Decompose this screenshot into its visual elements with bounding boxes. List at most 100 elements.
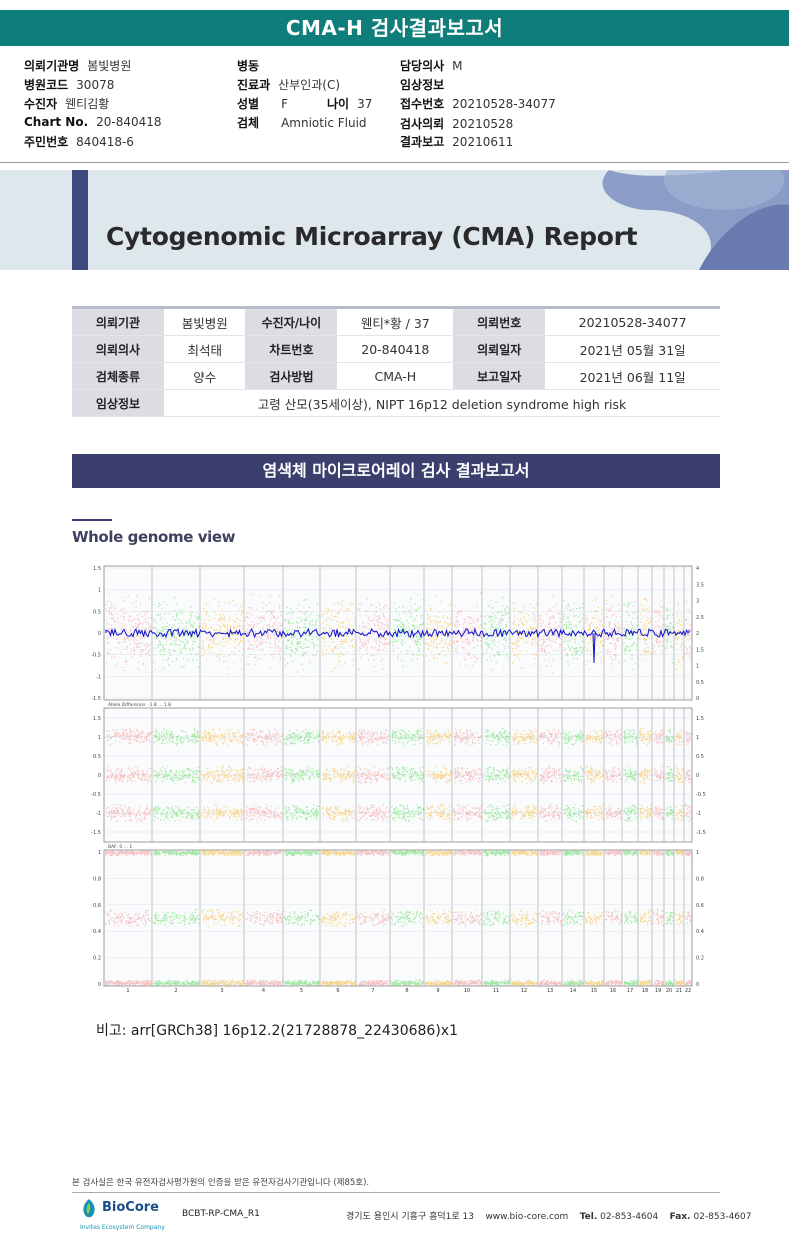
right-tick-label: 0 xyxy=(696,773,699,779)
table-row: 검체종류 양수 검사방법 CMA-H 보고일자 2021년 06월 11일 xyxy=(72,362,720,390)
right-tick-label: -0.5 xyxy=(696,792,706,798)
section-title: 염색체 마이크로어레이 검사 결과보고서 xyxy=(72,454,720,488)
header-department: 진료과 산부인과(C) xyxy=(237,78,341,92)
copy-number-scatter xyxy=(453,591,482,666)
chromosome-label: 8 xyxy=(405,988,408,994)
allele-scatter xyxy=(153,727,201,822)
label-patient-age: 수진자/나이 xyxy=(245,307,338,336)
right-tick-label: -1.5 xyxy=(696,830,706,836)
baf-scatter xyxy=(685,850,693,986)
baf-scatter xyxy=(391,849,424,987)
right-tick-label: 1 xyxy=(696,664,699,670)
baf-scatter xyxy=(511,849,539,986)
right-tick-label: 0 xyxy=(696,696,699,702)
subtitle-rule xyxy=(72,519,112,521)
tel-label: Tel. xyxy=(579,1212,598,1222)
y-tick-label: -1 xyxy=(96,811,101,817)
logo-name: BioCore xyxy=(102,1200,159,1215)
baf-scatter xyxy=(639,850,653,986)
fax-label: Fax. xyxy=(669,1212,691,1222)
right-tick-label: 0.8 xyxy=(696,876,704,882)
label-requesting-doctor: 의뢰의사 xyxy=(72,335,164,363)
value-chart-no: 20-840418 xyxy=(337,335,454,363)
allele-scatter xyxy=(639,728,653,822)
baf-scatter xyxy=(201,849,245,987)
right-tick-label: 3 xyxy=(696,599,699,605)
header-chart-no: Chart No. 20-840418 xyxy=(24,115,162,129)
label-chart-no: 차트번호 xyxy=(245,335,338,363)
chromosome-label: 16 xyxy=(610,988,616,994)
copy-number-scatter xyxy=(675,601,685,671)
label-request-date: 의뢰일자 xyxy=(453,335,546,363)
value-report-date: 2021년 06월 11일 xyxy=(545,362,720,390)
table-row: 의뢰기관 봄빛병원 수진자/나이 웬티*황 / 37 의뢰번호 20210528… xyxy=(72,307,720,336)
allele-scatter xyxy=(605,729,623,820)
baf-scatter xyxy=(453,849,483,987)
header-resident-no: 주민번호 840418-6 xyxy=(24,135,134,149)
value-clinical-info: 고령 산모(35세이상), NIPT 16p12 deletion syndro… xyxy=(164,389,720,417)
report-title: CMA-H 검사결과보고서 xyxy=(0,10,789,46)
copy-number-scatter xyxy=(605,595,622,670)
allele-scatter xyxy=(391,728,425,822)
banner-title: Cytogenomic Microarray (CMA) Report xyxy=(106,222,638,251)
right-tick-label: -1 xyxy=(696,811,701,817)
table-row: 임상정보 고령 산모(35세이상), NIPT 16p12 deletion s… xyxy=(72,389,720,417)
allele-scatter xyxy=(685,731,692,822)
baf-scatter xyxy=(284,849,320,987)
chromosome-label: 4 xyxy=(262,988,265,994)
y-tick-label: -0.5 xyxy=(91,792,101,798)
header-physician: 담당의사 M xyxy=(400,59,463,73)
y-tick-label: -1.5 xyxy=(91,696,101,702)
chromosome-label: 21 xyxy=(676,988,682,994)
header-patient: 수진자 웬티김황 xyxy=(24,97,110,111)
right-tick-label: 0.4 xyxy=(696,929,704,935)
allele-scatter xyxy=(425,729,453,823)
patient-header: 의뢰기관명 봄빛병원 병원코드 30078 수진자 웬티김황 Chart No. 20-… xyxy=(0,50,789,163)
label-test-method: 검사방법 xyxy=(245,362,338,390)
allele-scatter xyxy=(201,728,245,822)
footer-divider xyxy=(72,1192,720,1193)
allele-scatter xyxy=(245,728,284,822)
right-tick-label: 0 xyxy=(696,982,699,988)
right-tick-label: 3.5 xyxy=(696,582,704,588)
biocore-logo: BioCore Invites Ecosystem Company xyxy=(80,1198,170,1232)
right-tick-label: 4 xyxy=(696,566,699,572)
chromosome-label: 19 xyxy=(655,988,661,994)
whole-genome-title: Whole genome view xyxy=(72,528,236,546)
value-requesting-institution: 봄빛병원 xyxy=(164,307,246,336)
y-tick-label: -1.5 xyxy=(91,830,101,836)
allele-scatter xyxy=(585,729,605,821)
right-tick-label: 0.2 xyxy=(696,956,704,962)
chromosome-label: 20 xyxy=(666,988,672,994)
copy-number-scatter xyxy=(511,598,539,669)
chromosome-label: 17 xyxy=(627,988,633,994)
header-requesting-institution: 의뢰기관명 봄빛병원 xyxy=(24,59,132,73)
y-tick-label: 0.6 xyxy=(93,903,101,909)
allele-scatter xyxy=(321,729,357,822)
baf-scatter xyxy=(675,849,685,987)
certification-text: 본 검사실은 한국 유전자검사평가원의 인증을 받은 유전자검사기관입니다 (제… xyxy=(72,1178,370,1188)
header-age: 나이 37 xyxy=(327,97,373,111)
header-ward: 병동 xyxy=(237,59,260,73)
header-hospital-code: 병원코드 30078 xyxy=(24,78,115,92)
baf-scatter xyxy=(539,849,563,987)
y-tick-label: 0 xyxy=(98,982,101,988)
report-info-table: 의뢰기관 봄빛병원 수진자/나이 웬티*황 / 37 의뢰번호 20210528… xyxy=(72,306,720,417)
allele-scatter xyxy=(511,729,538,820)
right-tick-label: 0.6 xyxy=(696,903,704,909)
y-tick-label: 1.5 xyxy=(93,566,101,572)
address: 경기도 용인시 기흥구 흥덕1로 13 xyxy=(346,1212,474,1222)
copy-number-scatter xyxy=(245,593,283,669)
banner-decoration xyxy=(602,170,789,270)
baf-scatter xyxy=(653,850,665,986)
label-requesting-institution: 의뢰기관 xyxy=(72,307,164,336)
header-sex: 성별 F xyxy=(237,97,288,111)
website-link[interactable]: www.bio-core.com xyxy=(485,1212,569,1222)
allele-scatter xyxy=(623,729,638,822)
allele-scatter xyxy=(483,728,510,823)
label-clinical-info: 임상정보 xyxy=(72,389,164,417)
chromosome-label: 12 xyxy=(521,988,527,994)
allele-scatter xyxy=(539,728,563,822)
header-specimen: 검체 Amniotic Fluid xyxy=(237,116,367,130)
y-tick-label: 0.5 xyxy=(93,754,101,760)
